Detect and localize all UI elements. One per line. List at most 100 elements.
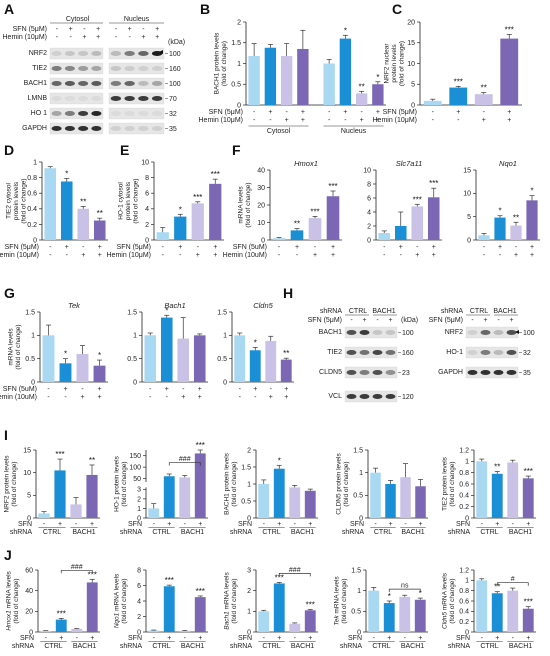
- blot-a-nucleus-band: [138, 111, 149, 116]
- chart-g2-star: *: [165, 306, 168, 315]
- chart-j4-sign: +: [387, 635, 391, 642]
- chart-f1-sign: +: [331, 252, 335, 259]
- chart-j2-shrna-group: BACH1: [181, 643, 204, 650]
- chart-f3-ytick: 0: [467, 237, 471, 244]
- chart-f2-ytick: 0: [367, 237, 371, 244]
- chart-i1-ytick: 10: [23, 470, 31, 477]
- chart-j4-ylabel: (fold of change): [341, 578, 348, 623]
- chart-j1-ytick: 20: [25, 609, 33, 616]
- chart-j5-sign: +: [526, 635, 530, 642]
- chart-g1-star: *: [98, 351, 101, 360]
- chart-c-bar: [423, 100, 442, 105]
- chart-c-ytick: 5: [411, 82, 415, 89]
- chart-f1-sign: -: [296, 252, 299, 259]
- chart-b-bar: [280, 56, 293, 105]
- chart-f3-star: **: [513, 213, 519, 222]
- chart-b-bar: [323, 63, 335, 105]
- chart-g2-sign: +: [198, 386, 202, 393]
- blot-a-cytosol-band: [64, 126, 75, 131]
- chart-f1-sign: +: [295, 244, 299, 251]
- chart-d-sign: +: [65, 244, 69, 251]
- chart-i1-star: **: [89, 456, 95, 465]
- chart-i5-bar: [522, 478, 534, 518]
- chart-j5-bracket: [496, 582, 529, 586]
- chart-j1-bar: [40, 630, 52, 632]
- chart-i3-bar: [273, 468, 285, 518]
- blot-a-row-label: TIE2: [32, 65, 47, 72]
- blot-h1: shRNA CTRL BACH1 SFN (5μM) - + - + (kDa) BACH1 100…: [308, 308, 418, 403]
- blot-a-nucleus-band: [138, 51, 149, 56]
- chart-j2-sign: +: [167, 635, 171, 642]
- chart-c-sign: -: [432, 109, 435, 116]
- blot-a-kda: 35: [169, 126, 177, 133]
- chart-i4-bar: [370, 472, 381, 518]
- chart-f3-sign: -: [483, 252, 486, 259]
- chart-j1-ytick: 60: [25, 567, 33, 574]
- chart-b: BACH1 protein levels (fold of change) 0 0.5…: [199, 19, 386, 135]
- chart-c-sign: -: [432, 117, 435, 124]
- chart-i2-shrna-label: shRNA: [120, 529, 143, 536]
- chart-b-sign: -: [344, 117, 347, 124]
- blot-h1-row-band: [372, 350, 383, 355]
- chart-j5-sign: +: [495, 635, 499, 642]
- chart-j3-bracket: [278, 573, 311, 577]
- chart-i2-star: ***: [196, 441, 205, 450]
- blot-a-nucleus-band: [151, 96, 163, 101]
- chart-g1-ytick: 1.5: [25, 309, 35, 316]
- chart-i3-sign: +: [308, 521, 312, 528]
- blot-a-cytosol-band: [78, 126, 89, 131]
- chart-i2-bar: [148, 508, 160, 518]
- chart-i1-bar: [70, 504, 82, 518]
- blot-h2-sign: +: [509, 317, 513, 324]
- chart-j4-shrna-label: shRNA: [340, 643, 363, 650]
- blot-h1-group: CTRL: [349, 308, 367, 315]
- blot-h2-row-label: GAPDH: [438, 369, 463, 376]
- chart-c-bar: [449, 87, 468, 105]
- blot-a-row-label: NRF2: [29, 50, 47, 57]
- blot-h2-row-band: [506, 370, 517, 375]
- blot-a-cytosol-band: [78, 111, 89, 116]
- chart-g3-sign: -: [239, 394, 242, 401]
- chart-b-sign: -: [328, 109, 331, 116]
- chart-g3-title: Cldn5: [253, 301, 273, 310]
- blot-h1-shrna-label: shRNA: [320, 308, 343, 315]
- chart-b-sign: +: [376, 109, 380, 116]
- blot-h1-row-label: TIE2: [327, 349, 342, 356]
- chart-j3-shrna-group: BACH1: [291, 643, 314, 650]
- chart-j4-ylabel: Tek mRNA levels: [333, 576, 340, 626]
- blot-h2-row-band: [467, 370, 478, 375]
- chart-i3-sfn-label: SFN: [238, 521, 252, 528]
- chart-g1-sign: -: [47, 386, 50, 393]
- panel-label-c: C: [392, 1, 402, 17]
- chart-j3-ytick: 0: [247, 629, 251, 636]
- chart-j1-sign: -: [76, 635, 79, 642]
- chart-i2-ytick: 100: [129, 465, 141, 472]
- chart-e-star: *: [179, 205, 182, 214]
- blot-a-kda: 32: [169, 111, 177, 118]
- panel-label-b: B: [200, 1, 210, 17]
- blot-a-nucleus-band: [151, 126, 163, 131]
- chart-c-condition-label: SFN (5μM): [383, 109, 417, 116]
- chart-i3-bar: [304, 490, 316, 518]
- blot-h1-sign: -: [350, 317, 353, 324]
- chart-f3-star: *: [530, 187, 533, 196]
- chart-e-bar: [174, 216, 187, 240]
- chart-i4-bar: [385, 484, 396, 518]
- chart-i4-sign: +: [388, 521, 392, 528]
- chart-j1-shrna-group: CTRL: [44, 643, 62, 650]
- chart-j3: Bach1 mRNA levels (fold of change) 0 1 2 3 ***…: [223, 567, 318, 650]
- blot-h2-row-band: [467, 330, 478, 335]
- blot-h1-row-band: [359, 394, 370, 399]
- chart-c-sign: -: [457, 117, 460, 124]
- chart-j3-bar: [273, 583, 285, 632]
- chart-i3-ylabel: BACH1 protein levels: [223, 452, 230, 515]
- chart-b-sign: +: [268, 109, 272, 116]
- chart-d-sign: -: [82, 244, 85, 251]
- chart-f3-ytick: 15: [463, 167, 471, 174]
- chart-g2-sign: -: [166, 394, 169, 401]
- chart-f1-sign: +: [331, 244, 335, 251]
- chart-i5: TIE2 protein levels (fold of change) 0 0.2 0…: [441, 447, 536, 536]
- chart-i4-ytick: 1: [359, 470, 363, 477]
- chart-f2-title: Slc7a11: [396, 159, 423, 168]
